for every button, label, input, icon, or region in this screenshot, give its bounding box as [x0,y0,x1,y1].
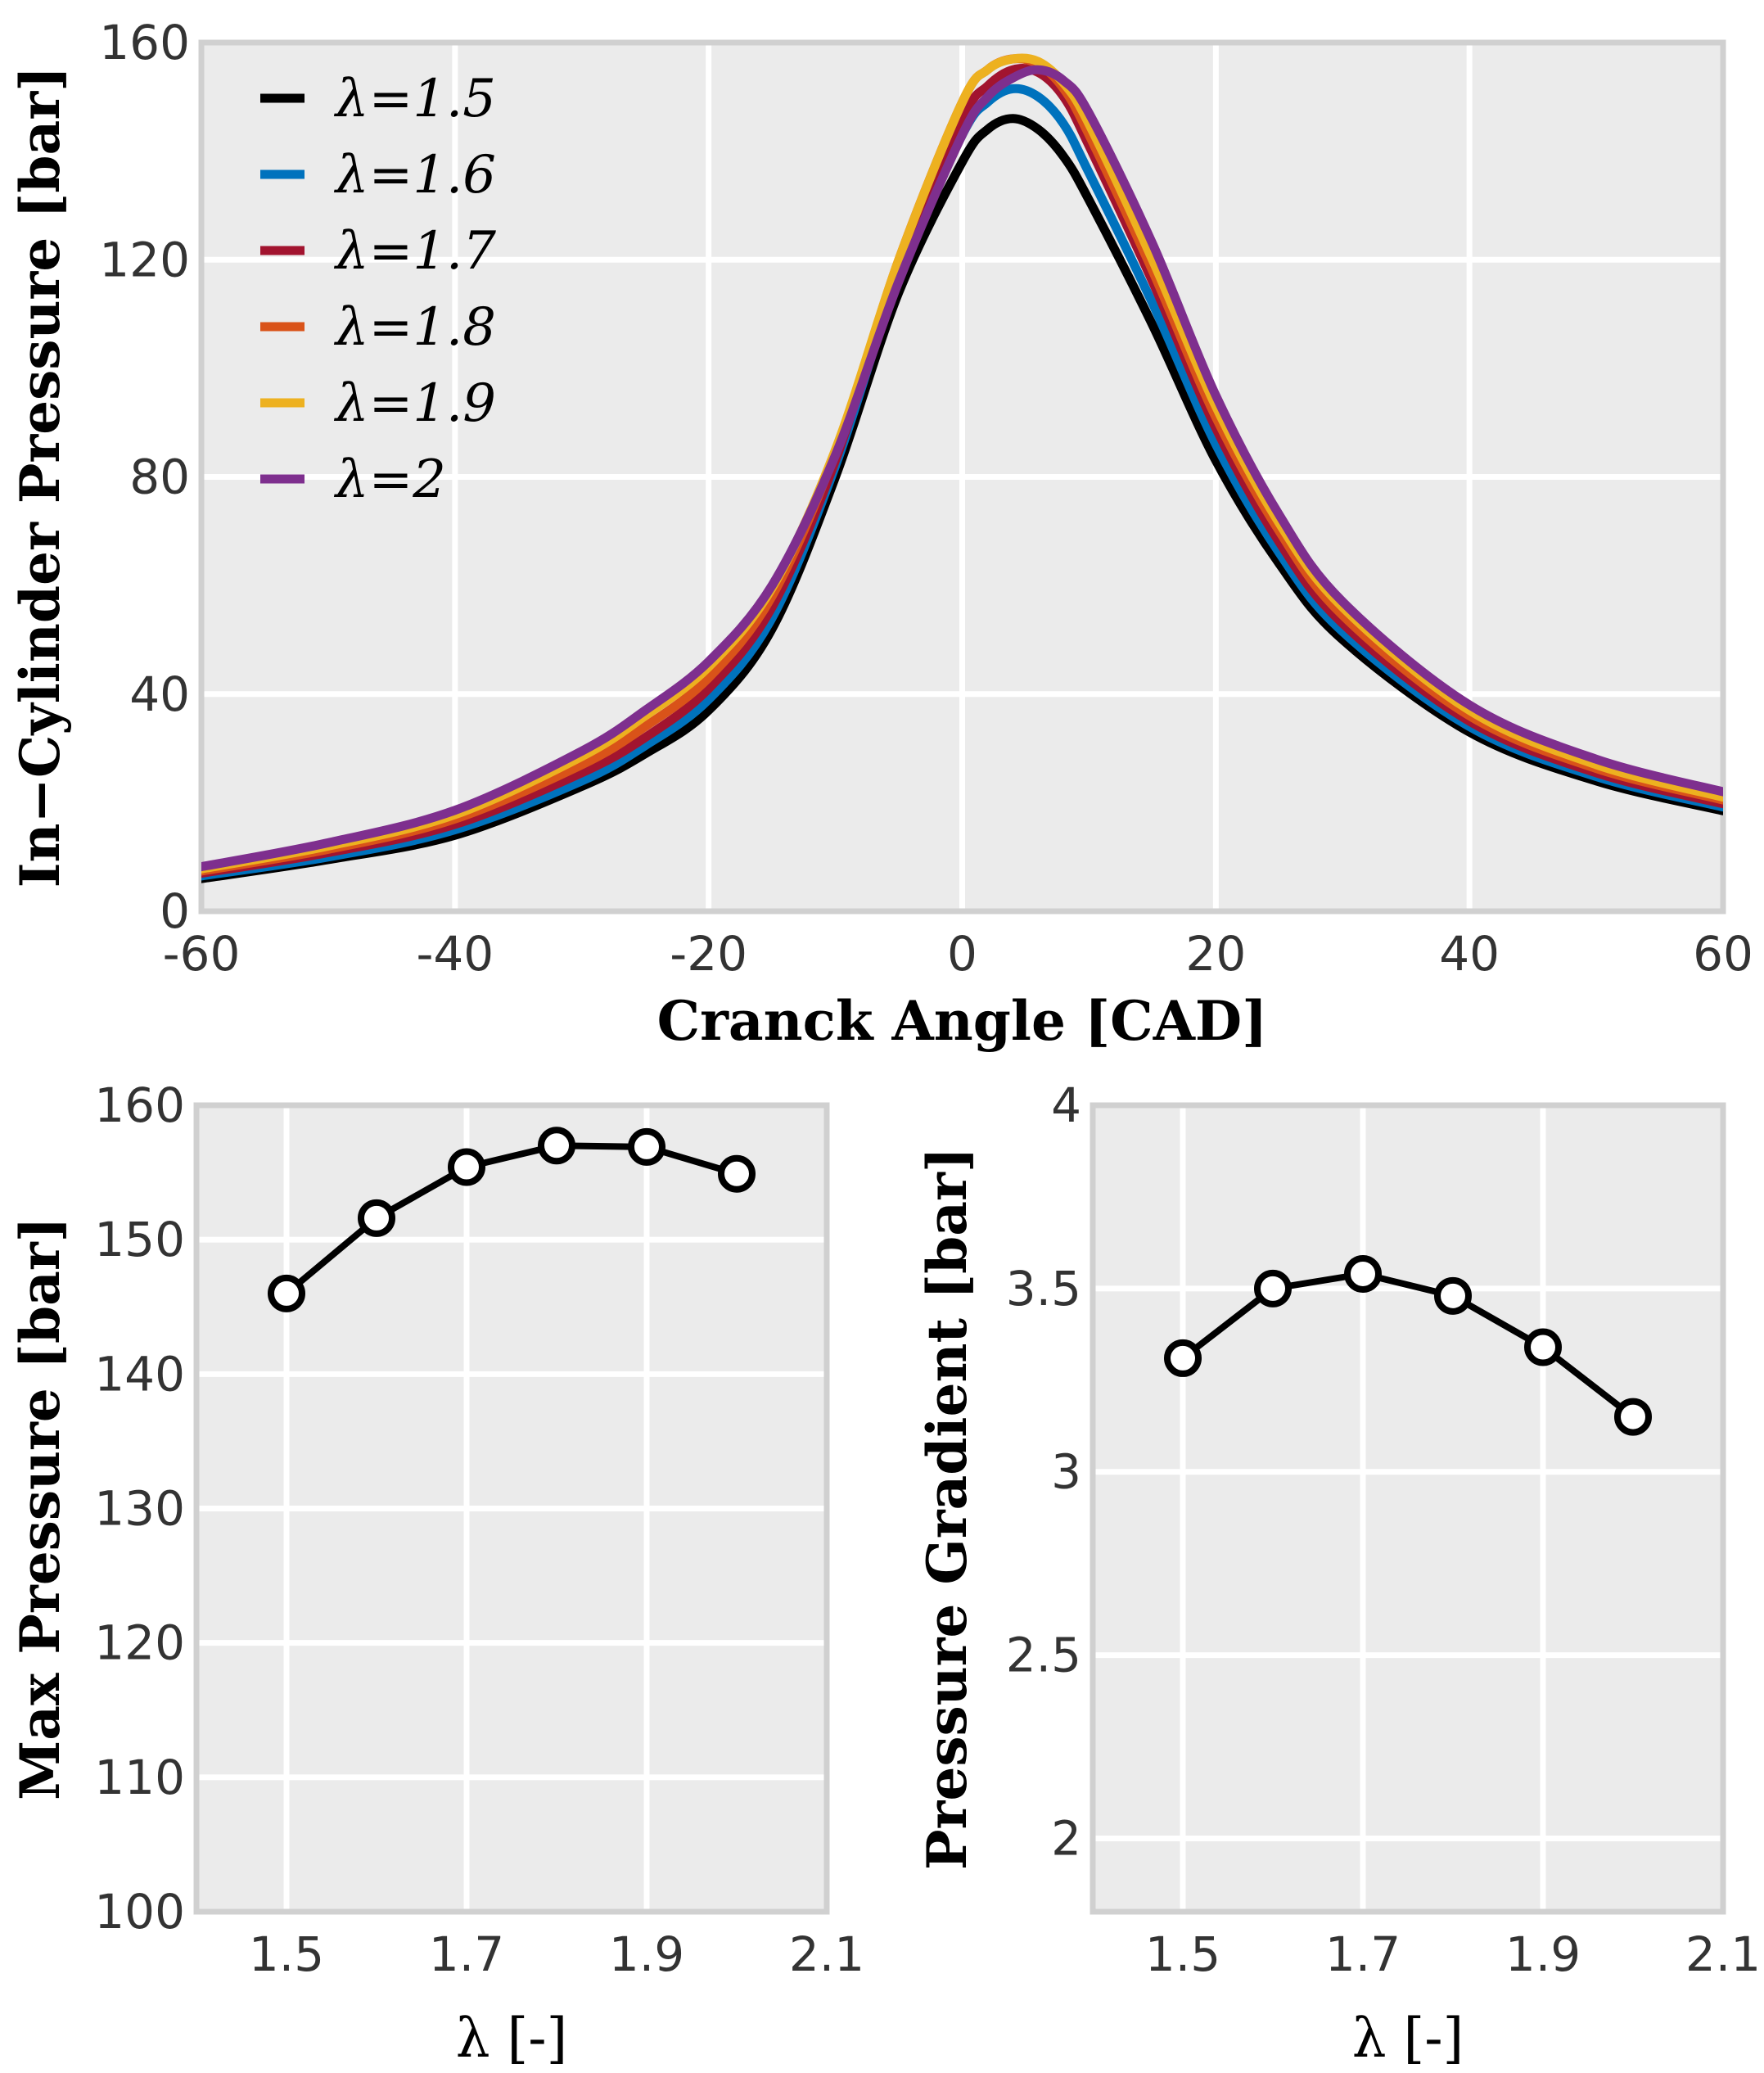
y-tick-label: 110 [94,1750,185,1805]
y-axis-label: Max Pressure [bar] [8,1217,72,1800]
y-tick-label: 130 [94,1481,185,1537]
series-line [201,114,1723,883]
series-line [1180,1271,1636,1420]
legend: λ=1.5 λ=1.6 λ=1.7 λ=1.8 λ=1.9 λ=2 [260,69,496,510]
x-tick-label: 1.5 [1145,1926,1220,1982]
x-tick-label: 60 [1693,926,1753,982]
data-point [358,1199,395,1237]
x-axis-label: Cranck Angle [CAD] [657,989,1268,1053]
legend-label: λ=1.6 [333,145,496,205]
x-tick-label: 1.5 [249,1926,324,1982]
x-tick-label: 20 [1185,926,1246,982]
legend-label: λ=2 [333,449,446,510]
x-tick-label: 1.9 [1505,1926,1581,1982]
legend-label: λ=1.9 [333,373,496,434]
x-tick-label: 0 [947,926,977,982]
max-pressure-chart: 1.5 1.7 1.9 2.1 100 110 120 130 140 150 160 λ [-] Ma… [8,1077,864,2070]
data-point [1524,1328,1562,1366]
x-tick-label: 1.7 [429,1926,504,1982]
data-point [448,1148,485,1186]
y-tick-label: 160 [99,15,190,70]
y-tick-label: 0 [160,883,190,939]
data-point [1344,1254,1382,1293]
y-tick-label: 160 [94,1077,185,1133]
y-tick-label: 3 [1051,1444,1081,1500]
plot-frame [198,39,1726,915]
y-tick-label: 120 [94,1615,185,1671]
y-tick-label: 140 [94,1346,185,1402]
y-axis-label: Pressure Gradient [bar] [915,1147,979,1870]
x-tick-label: 1.9 [609,1926,684,1982]
y-tick-label: 100 [94,1884,185,1940]
pressure-trace-chart: -60 -40 -20 0 20 40 60 0 40 80 120 160 Cranck Angle … [8,15,1753,1053]
x-tick-label: 1.7 [1325,1926,1401,1982]
y-tick-label: 3.5 [1006,1261,1081,1317]
series-line [201,64,1723,878]
plot-frame [1090,1102,1726,1915]
y-tick-label: 150 [94,1212,185,1267]
data-point [1434,1276,1472,1315]
data-point [628,1127,665,1166]
plot-frame [193,1102,830,1915]
series-group [201,53,1723,883]
pressure-gradient-chart: 1.5 1.7 1.9 2.1 2 2.5 3 3.5 4 λ [-] Pressure Gradi… [915,1077,1761,2070]
y-tick-label: 120 [99,232,190,287]
x-axis-label: λ [-] [1352,2007,1464,2070]
y-tick-label: 2 [1051,1810,1081,1866]
x-tick-label: -60 [163,926,241,982]
series-line [201,65,1723,872]
y-tick-label: 2.5 [1006,1628,1081,1683]
y-tick-label: 40 [129,666,190,722]
x-tick-label: -40 [416,926,494,982]
y-tick-label: 80 [129,449,190,505]
x-tick-label: 40 [1439,926,1500,982]
data-point [538,1127,575,1165]
x-tick-label: 2.1 [1685,1926,1761,1982]
data-point [268,1274,305,1312]
x-tick-label: 2.1 [789,1926,864,1982]
y-tick-label: 4 [1051,1077,1081,1133]
x-tick-label: -20 [670,926,747,982]
data-point [1164,1339,1202,1377]
legend-label: λ=1.7 [333,221,496,282]
data-point [1614,1398,1652,1436]
data-point [718,1154,756,1193]
y-axis-label: In−Cylinder Pressure [bar] [8,66,72,888]
x-axis-label: λ [-] [456,2007,568,2070]
data-point [1254,1269,1292,1307]
legend-label: λ=1.8 [333,297,496,358]
legend-label: λ=1.5 [333,69,496,129]
series-group [1180,1271,1636,1420]
plot-area [1093,1105,1723,1912]
